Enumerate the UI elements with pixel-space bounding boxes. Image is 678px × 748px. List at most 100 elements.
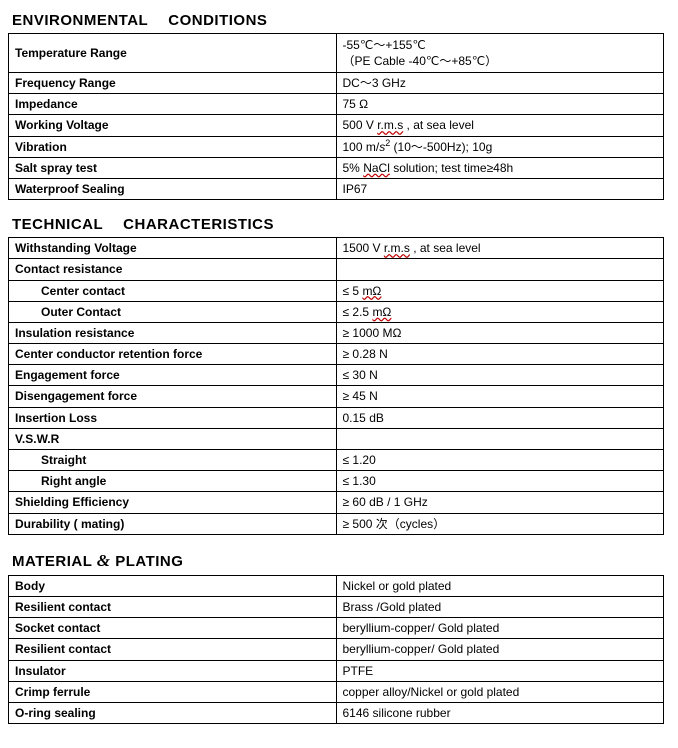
cell-value: beryllium-copper/ Gold plated bbox=[336, 639, 664, 660]
cell-value: -55℃～+155℃ （PE Cable -40℃～+85℃） bbox=[336, 34, 664, 73]
cell-label: Resilient contact bbox=[9, 639, 337, 660]
cell-value: 0.15 dB bbox=[336, 407, 664, 428]
cell-label: Working Voltage bbox=[9, 115, 337, 136]
table-row: Insertion Loss 0.15 dB bbox=[9, 407, 664, 428]
cell-value: 500 V r.m.s , at sea level bbox=[336, 115, 664, 136]
cell-value: 75 Ω bbox=[336, 94, 664, 115]
title-word: ENVIRONMENTAL bbox=[12, 12, 148, 29]
squiggle-text: r.m.s bbox=[384, 241, 410, 255]
cell-value: ≥ 0.28 N bbox=[336, 344, 664, 365]
text: ≤ 5 bbox=[343, 284, 363, 298]
table-row: Center contact ≤ 5 mΩ bbox=[9, 280, 664, 301]
cell-value bbox=[336, 259, 664, 280]
cell-value: Nickel or gold plated bbox=[336, 575, 664, 596]
text: , at sea level bbox=[410, 241, 481, 255]
cell-value: ≤ 2.5 mΩ bbox=[336, 301, 664, 322]
table-row: O-ring sealing 6146 silicone rubber bbox=[9, 702, 664, 723]
text: 500 V bbox=[343, 118, 378, 132]
text: ≤ 2.5 bbox=[343, 305, 373, 319]
cell-label: Outer Contact bbox=[9, 301, 337, 322]
cell-label: Insulator bbox=[9, 660, 337, 681]
text: solution; test time≥48h bbox=[390, 161, 513, 175]
table-row: Body Nickel or gold plated bbox=[9, 575, 664, 596]
cell-value: ≤ 30 N bbox=[336, 365, 664, 386]
cell-value: ≥ 1000 MΩ bbox=[336, 322, 664, 343]
title-word: CONDITIONS bbox=[168, 12, 267, 29]
table-row: Straight ≤ 1.20 bbox=[9, 450, 664, 471]
table-row: Waterproof Sealing IP67 bbox=[9, 178, 664, 199]
table-row: Resilient contact Brass /Gold plated bbox=[9, 596, 664, 617]
cell-label: Insulation resistance bbox=[9, 322, 337, 343]
cell-label: Body bbox=[9, 575, 337, 596]
squiggle-text: mΩ bbox=[362, 284, 381, 298]
cell-label: Engagement force bbox=[9, 365, 337, 386]
text: 100 m/ bbox=[343, 140, 380, 154]
table-row: Vibration 100 m/s2 (10～-500Hz); 10g bbox=[9, 136, 664, 157]
cell-label: Center conductor retention force bbox=[9, 344, 337, 365]
text: 5% bbox=[343, 161, 364, 175]
table-row: Insulator PTFE bbox=[9, 660, 664, 681]
cell-value: beryllium-copper/ Gold plated bbox=[336, 618, 664, 639]
cell-value: IP67 bbox=[336, 178, 664, 199]
text: (10～-500Hz); 10g bbox=[390, 140, 492, 154]
cell-label: Crimp ferrule bbox=[9, 681, 337, 702]
cell-label: O-ring sealing bbox=[9, 702, 337, 723]
section-title-environmental: ENVIRONMENTAL CONDITIONS bbox=[12, 12, 670, 29]
cell-value: ≥ 45 N bbox=[336, 386, 664, 407]
cell-value: copper alloy/Nickel or gold plated bbox=[336, 681, 664, 702]
table-row: Frequency Range DC～3 GHz bbox=[9, 73, 664, 94]
cell-label: Frequency Range bbox=[9, 73, 337, 94]
squiggle-text: NaCl bbox=[363, 161, 390, 175]
table-row: Outer Contact ≤ 2.5 mΩ bbox=[9, 301, 664, 322]
cell-value: PTFE bbox=[336, 660, 664, 681]
cell-value: ≥ 60 dB / 1 GHz bbox=[336, 492, 664, 513]
cell-label: Durability ( mating) bbox=[9, 513, 337, 534]
cell-label: Right angle bbox=[9, 471, 337, 492]
table-row: Center conductor retention force ≥ 0.28 … bbox=[9, 344, 664, 365]
ampersand-icon: & bbox=[97, 551, 111, 570]
table-row: Temperature Range -55℃～+155℃ （PE Cable -… bbox=[9, 34, 664, 73]
table-row: Contact resistance bbox=[9, 259, 664, 280]
table-row: Shielding Efficiency ≥ 60 dB / 1 GHz bbox=[9, 492, 664, 513]
cell-label: Salt spray test bbox=[9, 157, 337, 178]
cell-label: Straight bbox=[9, 450, 337, 471]
table-row: Impedance 75 Ω bbox=[9, 94, 664, 115]
table-row: Crimp ferrule copper alloy/Nickel or gol… bbox=[9, 681, 664, 702]
cell-value: 6146 silicone rubber bbox=[336, 702, 664, 723]
table-row: Durability ( mating) ≥ 500 次（cycles） bbox=[9, 513, 664, 534]
section-title-material: MATERIAL & PLATING bbox=[12, 551, 670, 571]
cell-label: Resilient contact bbox=[9, 596, 337, 617]
cell-label: Shielding Efficiency bbox=[9, 492, 337, 513]
squiggle-text: mΩ bbox=[372, 305, 391, 319]
table-row: Working Voltage 500 V r.m.s , at sea lev… bbox=[9, 115, 664, 136]
cell-value: ≥ 500 次（cycles） bbox=[336, 513, 664, 534]
table-row: Withstanding Voltage 1500 V r.m.s , at s… bbox=[9, 238, 664, 259]
cell-value: DC～3 GHz bbox=[336, 73, 664, 94]
title-word: CHARACTERISTICS bbox=[123, 216, 274, 233]
cell-value: ≤ 1.20 bbox=[336, 450, 664, 471]
tech-table: Withstanding Voltage 1500 V r.m.s , at s… bbox=[8, 237, 664, 535]
cell-value bbox=[336, 428, 664, 449]
table-row: Insulation resistance ≥ 1000 MΩ bbox=[9, 322, 664, 343]
section-title-technical: TECHNICAL CHARACTERISTICS bbox=[12, 216, 670, 233]
cell-label: Contact resistance bbox=[9, 259, 337, 280]
table-row: Disengagement force ≥ 45 N bbox=[9, 386, 664, 407]
title-word: TECHNICAL bbox=[12, 216, 103, 233]
table-row: Socket contact beryllium-copper/ Gold pl… bbox=[9, 618, 664, 639]
table-row: V.S.W.R bbox=[9, 428, 664, 449]
cell-value: Brass /Gold plated bbox=[336, 596, 664, 617]
env-table: Temperature Range -55℃～+155℃ （PE Cable -… bbox=[8, 33, 664, 200]
table-row: Right angle ≤ 1.30 bbox=[9, 471, 664, 492]
cell-label: Waterproof Sealing bbox=[9, 178, 337, 199]
table-row: Salt spray test 5% NaCl solution; test t… bbox=[9, 157, 664, 178]
cell-label: Temperature Range bbox=[9, 34, 337, 73]
cell-label: Vibration bbox=[9, 136, 337, 157]
cell-value: ≤ 1.30 bbox=[336, 471, 664, 492]
squiggle-text: r.m.s bbox=[377, 118, 403, 132]
title-word: MATERIAL bbox=[12, 553, 92, 570]
title-word: PLATING bbox=[115, 553, 183, 570]
cell-label: Withstanding Voltage bbox=[9, 238, 337, 259]
table-row: Resilient contact beryllium-copper/ Gold… bbox=[9, 639, 664, 660]
material-table: Body Nickel or gold plated Resilient con… bbox=[8, 575, 664, 724]
text: 1500 V bbox=[343, 241, 384, 255]
